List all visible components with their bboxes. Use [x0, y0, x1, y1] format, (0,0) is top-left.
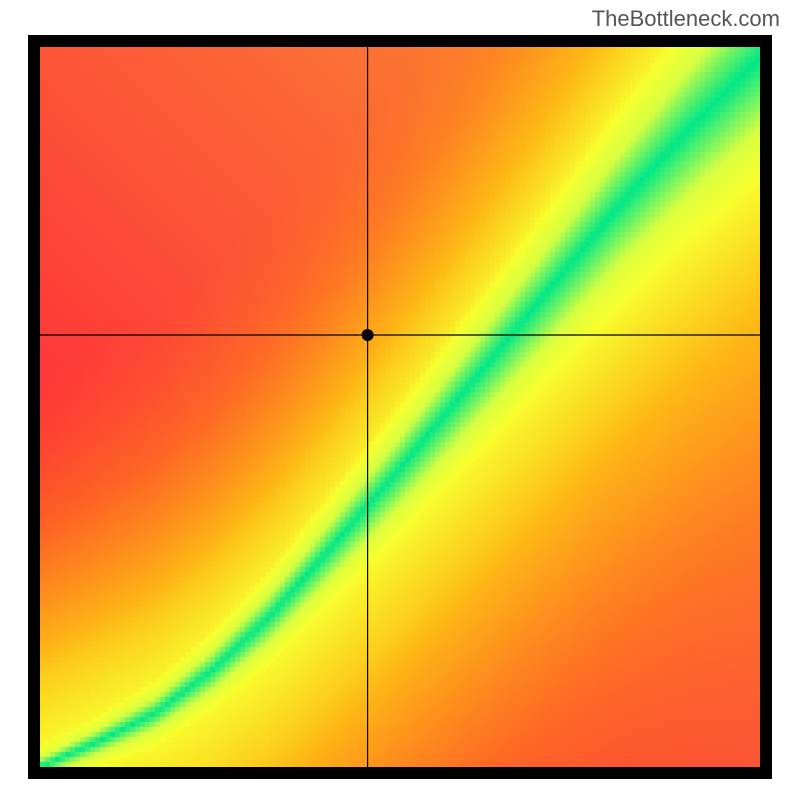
crosshair-overlay [40, 47, 760, 767]
crosshair-marker [362, 329, 374, 341]
attribution-text: TheBottleneck.com [592, 6, 780, 32]
heatmap-plot [40, 47, 760, 767]
chart-frame [28, 35, 772, 779]
root-container: TheBottleneck.com [0, 0, 800, 800]
